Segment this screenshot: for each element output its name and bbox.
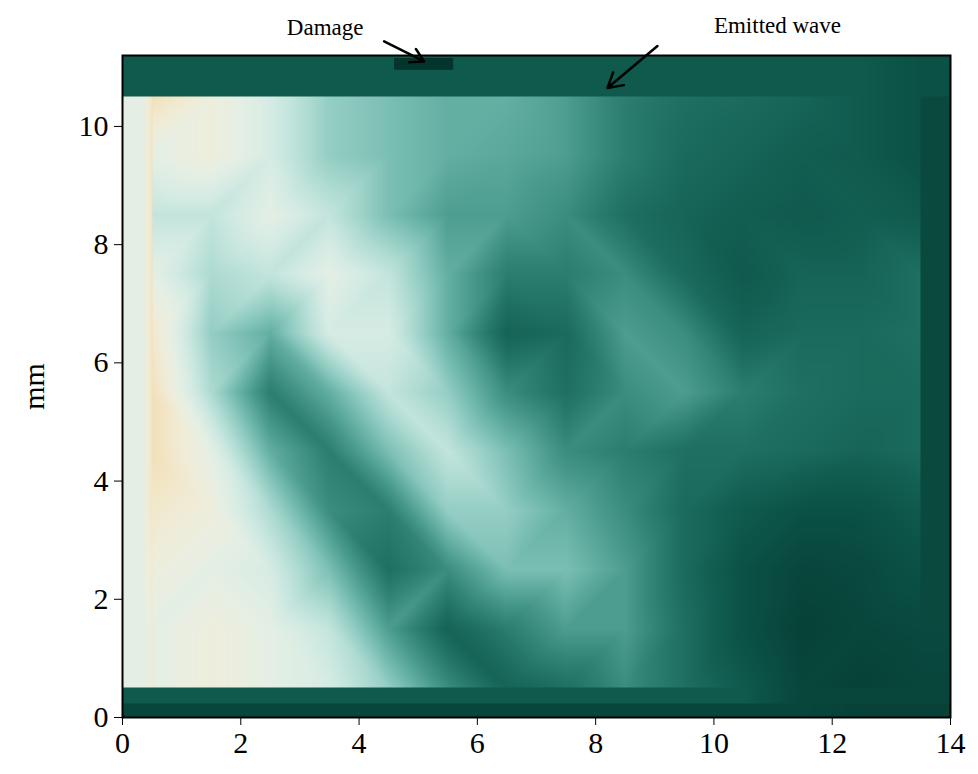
svg-text:12: 12 [817,726,847,759]
svg-text:6: 6 [470,726,485,759]
svg-text:6: 6 [94,345,109,378]
svg-text:4: 4 [352,726,367,759]
svg-text:10: 10 [699,726,729,759]
svg-text:14: 14 [936,726,966,759]
svg-text:0: 0 [115,726,130,759]
svg-text:8: 8 [94,227,109,260]
svg-text:Emitted wave: Emitted wave [714,13,841,38]
svg-text:4: 4 [94,464,109,497]
svg-text:0: 0 [94,700,109,733]
svg-text:Damage: Damage [287,15,364,40]
svg-text:8: 8 [588,726,603,759]
svg-text:2: 2 [233,726,248,759]
svg-text:10: 10 [79,109,109,142]
svg-text:2: 2 [94,582,109,615]
svg-text:mm: mm [17,363,50,410]
